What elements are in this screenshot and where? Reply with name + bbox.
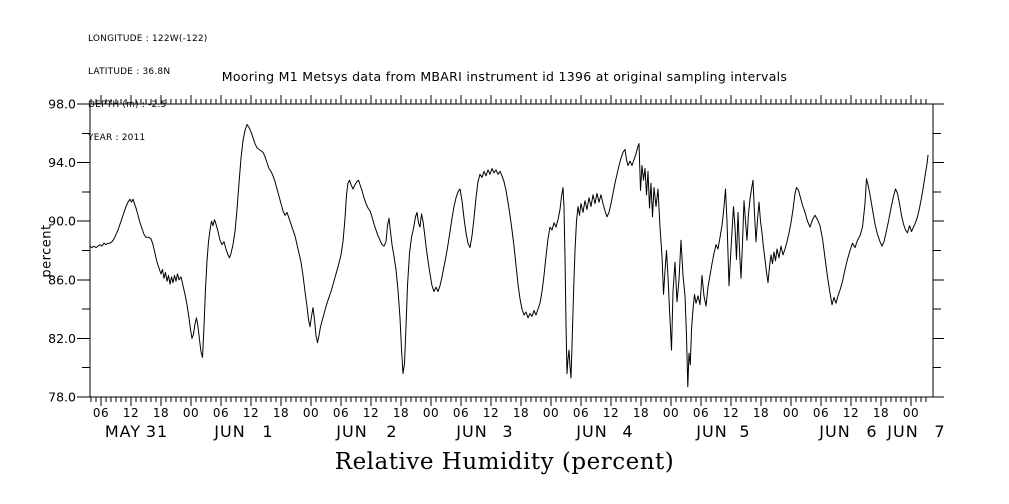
metadata-latitude: LATITUDE : 36.8N: [88, 67, 171, 77]
x-tick-label: 06: [453, 406, 469, 420]
x-tick-label: 18: [753, 406, 769, 420]
date-label: JUN: [695, 422, 727, 441]
date-label: JUN: [886, 422, 918, 441]
x-tick-label: 00: [783, 406, 799, 420]
metadata-depth: DEPTH (m) : -2.5: [88, 100, 167, 110]
date-label: 7: [934, 422, 945, 441]
x-tick-label: 18: [513, 406, 529, 420]
date-label: 6: [866, 422, 877, 441]
x-tick-label: 00: [903, 406, 919, 420]
x-tick-label: 12: [483, 406, 499, 420]
x-tick-label: 18: [153, 406, 169, 420]
date-label: 5: [739, 422, 750, 441]
x-tick-label: 12: [603, 406, 619, 420]
y-tick-label: 82.0: [48, 331, 76, 346]
x-tick-label: 06: [693, 406, 709, 420]
y-tick-label: 90.0: [48, 214, 76, 229]
x-tick-label: 18: [273, 406, 289, 420]
x-tick-label: 18: [393, 406, 409, 420]
x-tick-label: 18: [873, 406, 889, 420]
date-label: JUN: [335, 422, 367, 441]
y-tick-label: 86.0: [48, 272, 76, 287]
x-tick-label: 00: [423, 406, 439, 420]
y-tick-label: 78.0: [48, 390, 76, 405]
date-label: 4: [622, 422, 633, 441]
date-label: 2: [386, 422, 397, 441]
x-tick-label: 06: [333, 406, 349, 420]
x-axis-title: Relative Humidity (percent): [334, 449, 675, 475]
x-tick-label: 00: [663, 406, 679, 420]
date-label: 1: [262, 422, 273, 441]
date-label: JUN: [213, 422, 245, 441]
date-label: 3: [502, 422, 513, 441]
x-tick-label: 06: [213, 406, 229, 420]
metadata-block: LONGITUDE : 122W(-122) LATITUDE : 36.8N …: [88, 12, 208, 166]
date-label: MAY: [105, 422, 141, 441]
axis-frame: [89, 103, 934, 398]
metadata-year: YEAR : 2011: [88, 133, 146, 143]
date-label: JUN: [575, 422, 607, 441]
date-label: JUN: [818, 422, 850, 441]
x-tick-label: 12: [843, 406, 859, 420]
chart-title: Mooring M1 Metsys data from MBARI instru…: [221, 69, 788, 84]
x-tick-label: 18: [633, 406, 649, 420]
x-tick-label: 12: [363, 406, 379, 420]
x-tick-label: 06: [573, 406, 589, 420]
x-tick-label: 00: [303, 406, 319, 420]
y-tick-label: 98.0: [48, 97, 76, 112]
humidity-series-line: [89, 124, 929, 388]
x-tick-label: 06: [813, 406, 829, 420]
metadata-longitude: LONGITUDE : 122W(-122): [88, 34, 208, 44]
x-tick-label: 12: [723, 406, 739, 420]
x-tick-label: 12: [243, 406, 259, 420]
x-tick-label: 00: [183, 406, 199, 420]
date-label: 31: [146, 422, 168, 441]
x-tick-label: 06: [93, 406, 109, 420]
x-tick-label: 12: [123, 406, 139, 420]
date-label: JUN: [455, 422, 487, 441]
x-tick-label: 00: [543, 406, 559, 420]
y-tick-label: 94.0: [48, 155, 76, 170]
